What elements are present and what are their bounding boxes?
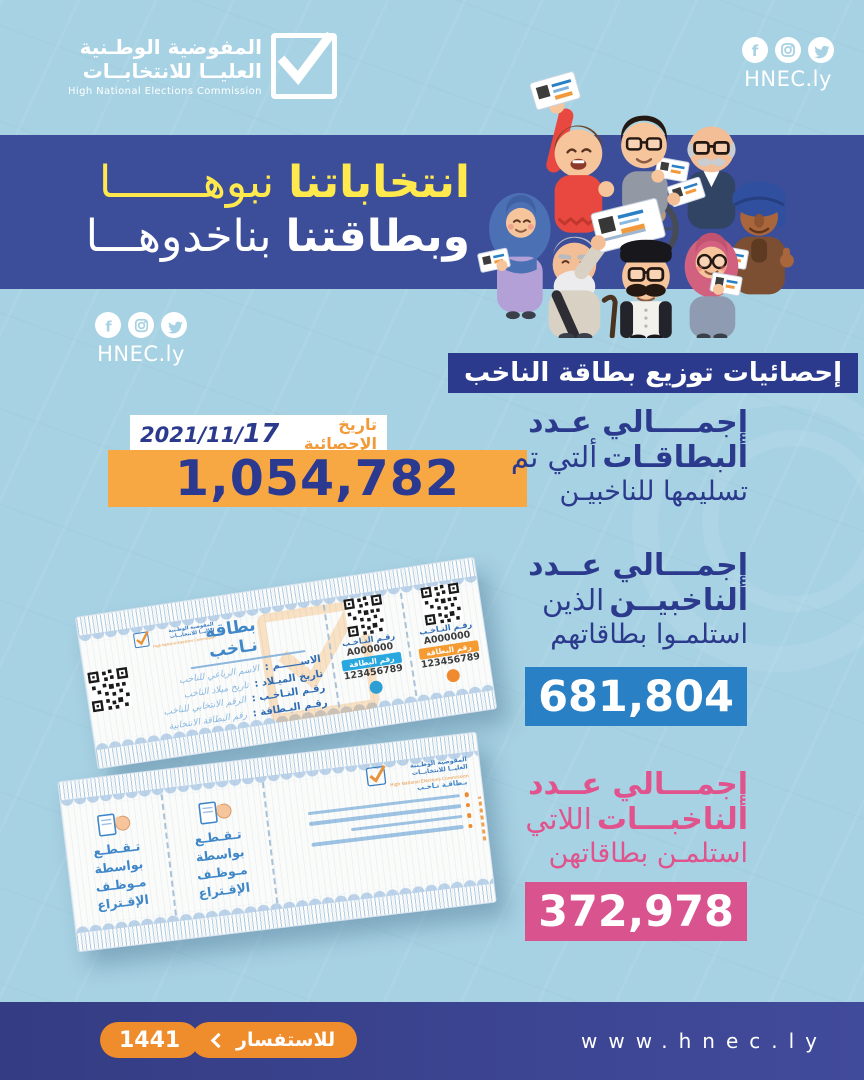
chevron-left-icon xyxy=(210,1032,227,1048)
voter-card-back-illustration: تـقـطـع بواسطة مـوظـف الإقـتراع تـقـطـع … xyxy=(57,731,497,953)
cartoon-man-bald-suit xyxy=(666,126,736,229)
slogan-line2-bold: وبطاقتنا xyxy=(285,211,470,262)
total-cards-value-bar: 1,054,782 xyxy=(108,450,527,507)
social-links-left: f HNEC.ly xyxy=(95,312,187,366)
card-back-fine-print xyxy=(307,791,474,853)
card-stub-orange: رقـم النـاخـب A000000 رقم البطاقة 123456… xyxy=(401,578,493,700)
cartoon-elder-white-beard xyxy=(548,197,666,338)
inquiry-button[interactable]: للاستفسار xyxy=(191,1022,358,1058)
orange-dot xyxy=(445,668,461,684)
hand-tearing-card-icon xyxy=(96,813,131,837)
year-badge[interactable]: 1441 xyxy=(100,1022,200,1058)
logo-title-line1: المفوضية الوطـنية xyxy=(79,34,262,59)
slogan-line1-bold: انتخاباتنا xyxy=(288,157,470,208)
tear-stub-1: تـقـطـع بواسطة مـوظـف الإقـتراع xyxy=(61,790,176,931)
female-voters-caption: إجمـــالي عــدد ألناخبـــات اللاتي استلم… xyxy=(525,767,748,869)
logo-subtitle-en: High National Elections Commission xyxy=(68,86,262,98)
hnec-site-label-top[interactable]: HNEC.ly xyxy=(744,67,832,91)
cartoon-man-black-cap xyxy=(620,239,672,338)
male-voters-value-badge: 681,804 xyxy=(525,667,747,726)
svg-text:f: f xyxy=(752,42,759,60)
website-url[interactable]: www.hnec.ly xyxy=(581,1029,828,1053)
cartoon-woman-pink-hijab xyxy=(684,232,743,338)
hnec-mini-logo: المفوضية الوطـنية العليــا للانتخابــات Hi… xyxy=(132,621,216,652)
male-voters-value: 681,804 xyxy=(538,671,734,722)
twitter-icon[interactable] xyxy=(808,37,834,63)
qr-code-icon xyxy=(87,666,133,713)
qr-code-icon xyxy=(420,582,464,626)
hand-tearing-card-icon xyxy=(198,800,232,824)
hnec-site-label-left[interactable]: HNEC.ly xyxy=(97,342,185,366)
card-main-section: المفوضية الوطـنية العليــا للانتخابــات Hi… xyxy=(124,601,338,742)
tear-stub-2: تـقـطـع بواسطة مـوظـف الإقـتراع xyxy=(162,778,277,919)
hnec-mini-logo: المفوضية الوطـنية العليــا للانتخابــات Hi… xyxy=(365,756,469,791)
card-back-info-section: المفوضية الوطـنية العليــا للانتخابــات Hi… xyxy=(263,753,493,908)
female-voters-value: 372,978 xyxy=(538,886,734,937)
cartoon-woman-blue-hijab xyxy=(477,193,551,320)
facebook-icon[interactable]: f xyxy=(95,312,121,338)
blue-dot xyxy=(368,679,384,695)
svg-text:f: f xyxy=(105,319,112,335)
slogan-line1-rest: نبوهـــــــا xyxy=(99,157,275,208)
logo-title-line2: العليــا للانتخابــات xyxy=(82,59,262,83)
instagram-icon[interactable] xyxy=(775,37,801,63)
twitter-icon[interactable] xyxy=(161,312,187,338)
voters-crowd-illustration xyxy=(477,71,794,338)
statistics-date-badge: 2021/11/17 تاريخ الإحصائية xyxy=(130,414,387,453)
cartoon-man-red-sweater xyxy=(529,71,615,233)
hnec-logo: المفوضية الوطـنية العليــا للانتخابــات … xyxy=(68,31,337,99)
total-cards-caption: إجمــــالي عـدد ألبطاقـات ألتي تم تسليمه… xyxy=(510,405,748,507)
facebook-icon[interactable]: f xyxy=(742,37,768,63)
checkbox-logo-icon xyxy=(270,31,337,99)
slogan-text: انتخاباتنا نبوهـــــــا وبطاقتنا بناخدوه… xyxy=(30,156,470,264)
total-cards-value: 1,054,782 xyxy=(175,450,460,507)
female-voters-value-badge: 372,978 xyxy=(525,882,747,941)
statistics-date-label: تاريخ الإحصائية xyxy=(304,414,377,453)
hnec-logo-text: المفوضية الوطـنية العليــا للانتخابــات … xyxy=(68,35,262,98)
instagram-icon[interactable] xyxy=(128,312,154,338)
social-links-top: f HNEC.ly xyxy=(742,37,834,91)
inquiry-label: للاستفسار xyxy=(236,1029,336,1051)
statistics-date-value: 2021/11/17 xyxy=(140,418,280,449)
slogan-line2-rest: بناخدوهـــا xyxy=(85,211,272,262)
qr-code-icon xyxy=(343,594,387,638)
male-voters-caption: إجمـــالي عــدد ألناخبيــن الذين استلمـو… xyxy=(528,548,748,650)
section-title: إحصائيات توزيع بطاقة الناخب xyxy=(448,353,858,393)
